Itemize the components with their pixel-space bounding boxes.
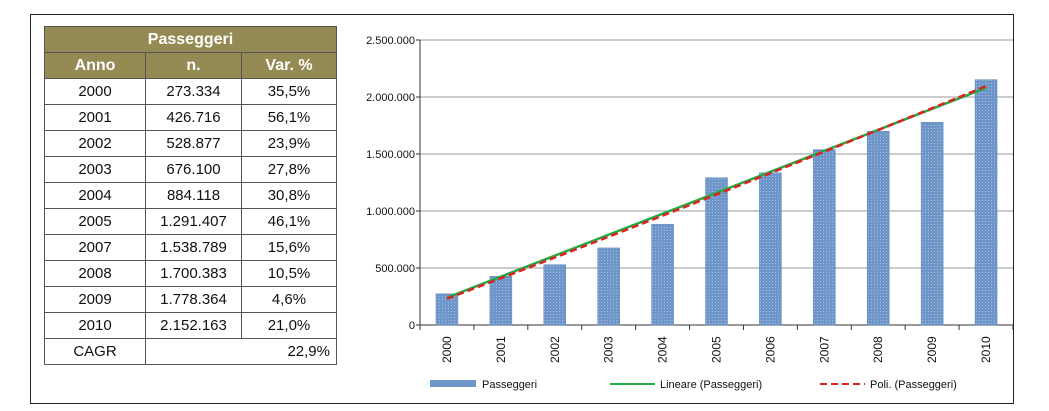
table-row: 2010 2.152.163 21,0% xyxy=(44,312,337,339)
cell-anno: 2000 xyxy=(44,78,146,105)
cell-anno: 2007 xyxy=(44,234,146,261)
table-row: 2001 426.716 56,1% xyxy=(44,104,337,131)
table-row: 2004 884.118 30,8% xyxy=(44,182,337,209)
x-tick-label: 2005 xyxy=(710,336,724,363)
trendline-poly xyxy=(446,85,987,300)
cell-anno: 2001 xyxy=(44,104,146,131)
x-tick-label: 2006 xyxy=(763,336,777,363)
legend-label-bars: Passeggeri xyxy=(482,379,537,391)
x-tick-label: 2008 xyxy=(871,336,885,363)
legend-swatch-bars xyxy=(430,380,476,387)
header-n: n. xyxy=(145,52,242,79)
cell-n: 273.334 xyxy=(145,78,242,105)
cell-var: 4,6% xyxy=(241,286,337,313)
table-row: 2005 1.291.407 46,1% xyxy=(44,208,337,235)
x-tick-label: 2001 xyxy=(494,336,508,363)
cell-var: 35,5% xyxy=(241,78,337,105)
y-tick-label: 1.000.000 xyxy=(366,206,415,218)
x-tick-label: 2003 xyxy=(602,336,616,363)
cell-var: 30,8% xyxy=(241,182,337,209)
table-row: 2009 1.778.364 4,6% xyxy=(44,286,337,313)
cell-n: 426.716 xyxy=(145,104,242,131)
cagr-row: CAGR 22,9% xyxy=(44,338,337,365)
cell-var: 21,0% xyxy=(241,312,337,339)
table-row: 2008 1.700.383 10,5% xyxy=(44,260,337,287)
bar xyxy=(705,177,728,326)
cell-anno: 2004 xyxy=(44,182,146,209)
bar xyxy=(597,247,620,326)
passengers-table: Passeggeri Anno n. Var. % 2000 273.334 3… xyxy=(44,26,337,365)
y-tick-label: 1.500.000 xyxy=(366,149,415,161)
table-row: 2007 1.538.789 15,6% xyxy=(44,234,337,261)
cell-n: 1.291.407 xyxy=(145,208,242,235)
table-row: 2000 273.334 35,5% xyxy=(44,78,337,105)
cell-var: 27,8% xyxy=(241,156,337,183)
cell-n: 884.118 xyxy=(145,182,242,209)
bar xyxy=(543,264,567,326)
cell-anno: 2009 xyxy=(44,286,146,313)
cell-var: 10,5% xyxy=(241,260,337,287)
x-tick-label: 2002 xyxy=(548,336,562,363)
cagr-value: 22,9% xyxy=(145,338,337,365)
bar xyxy=(866,130,890,326)
cell-var: 56,1% xyxy=(241,104,337,131)
x-tick-label: 2007 xyxy=(817,336,831,363)
x-tick-label: 2000 xyxy=(440,336,454,363)
cell-var: 46,1% xyxy=(241,208,337,235)
table-title: Passeggeri xyxy=(44,26,337,53)
y-tick-label: 2.500.000 xyxy=(366,35,415,47)
y-tick-label: 0 xyxy=(409,320,415,332)
legend-label-poly: Poli. (Passeggeri) xyxy=(870,379,957,391)
table-row: 2003 676.100 27,8% xyxy=(44,156,337,183)
legend-label-linear: Lineare (Passeggeri) xyxy=(660,379,762,391)
bar xyxy=(651,223,674,326)
cagr-label: CAGR xyxy=(44,338,146,365)
cell-n: 676.100 xyxy=(145,156,242,183)
bar xyxy=(813,149,836,326)
x-tick-label: 2004 xyxy=(656,336,670,363)
passengers-chart: 0 500.000 1.000.000 1.500.000 2.000.000 2.500… xyxy=(366,35,1014,391)
bar xyxy=(489,276,513,326)
cell-n: 2.152.163 xyxy=(145,312,242,339)
table-row: 2002 528.877 23,9% xyxy=(44,130,337,157)
bar xyxy=(435,293,459,326)
cell-var: 15,6% xyxy=(241,234,337,261)
cell-anno: 2010 xyxy=(44,312,146,339)
header-var: Var. % xyxy=(241,52,337,79)
y-tick-label: 2.000.000 xyxy=(366,92,415,104)
bar xyxy=(759,172,782,326)
x-tick-label: 2010 xyxy=(979,336,993,363)
bar xyxy=(920,122,944,326)
cell-n: 1.778.364 xyxy=(145,286,242,313)
cell-anno: 2008 xyxy=(44,260,146,287)
cell-n: 528.877 xyxy=(145,130,242,157)
bar xyxy=(974,79,998,326)
cell-var: 23,9% xyxy=(241,130,337,157)
cell-anno: 2005 xyxy=(44,208,146,235)
x-tick-label: 2009 xyxy=(925,336,939,363)
cell-n: 1.538.789 xyxy=(145,234,242,261)
trendline-linear xyxy=(446,86,987,299)
header-anno: Anno xyxy=(44,52,146,79)
cell-anno: 2003 xyxy=(44,156,146,183)
cell-n: 1.700.383 xyxy=(145,260,242,287)
cell-anno: 2002 xyxy=(44,130,146,157)
y-tick-label: 500.000 xyxy=(375,263,415,275)
